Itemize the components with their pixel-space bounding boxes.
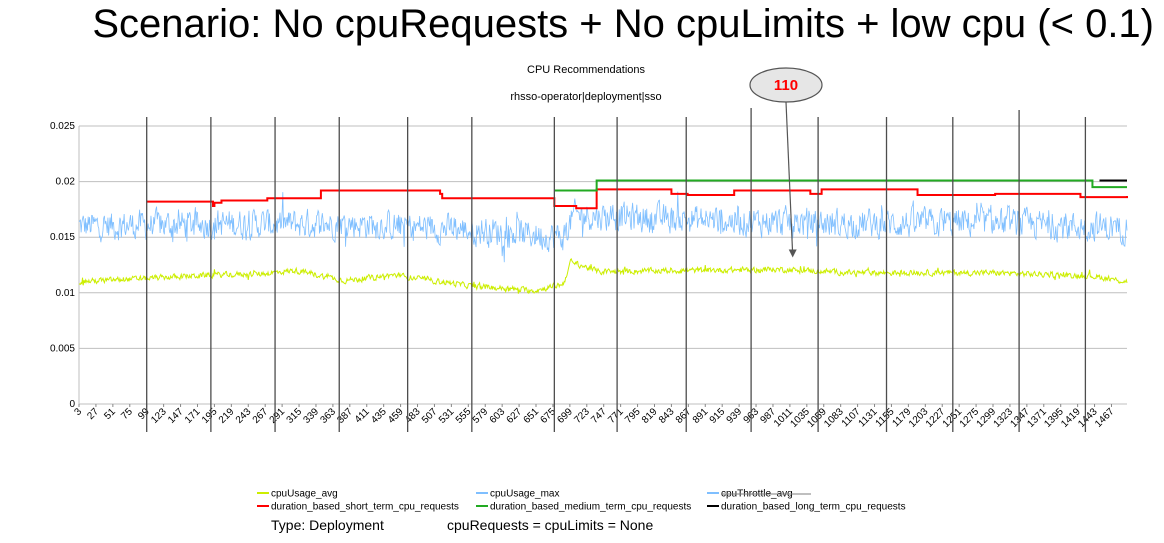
x-tick-label: 339 (302, 406, 322, 426)
slide-headline: Scenario: No cpuRequests + No cpuLimits … (92, 2, 1154, 46)
chart-legend: cpuUsage_avg cpuUsage_max cpuThrottle_avgd… (257, 489, 906, 513)
x-tick-label: 435 (369, 406, 389, 426)
x-tick-label: 219 (217, 406, 237, 426)
x-tick-label: 579 (471, 406, 491, 426)
x-tick-label: 675 (538, 406, 558, 426)
x-tick-label: 939 (725, 406, 745, 426)
x-tick-label: 795 (623, 406, 643, 426)
callout-annotation: 110 (749, 67, 823, 258)
x-tick-label: 747 (589, 406, 609, 426)
x-tick-label: 699 (555, 406, 575, 426)
x-tick-label: 867 (674, 406, 694, 426)
series-line-cpuUsage_avg (78, 257, 1128, 295)
legend-label-cpuUsage_avg: cpuUsage_avg (271, 489, 338, 500)
callout-bubble (749, 67, 823, 103)
x-tick-label: 1467 (1093, 406, 1117, 430)
x-tick-label: 243 (234, 406, 254, 426)
legend-label-cpuUsage_max: cpuUsage_max (490, 489, 559, 500)
x-tick-label: 627 (505, 406, 525, 426)
series-line-cpuUsage_max (78, 191, 1128, 263)
y-axis-ticks: 0 0.005 0.01 0.015 0.02 0.025 (50, 121, 75, 410)
x-tick-label: 171 (183, 406, 203, 426)
x-tick-label: 3 (72, 406, 84, 418)
x-tick-label: 555 (454, 406, 474, 426)
x-tick-label: 363 (318, 406, 338, 426)
x-tick-label: 483 (403, 406, 423, 426)
x-tick-label: 291 (268, 406, 288, 426)
y-tick-label: 0.015 (50, 232, 75, 243)
x-tick-label: 723 (572, 406, 592, 426)
series-line-duration_based_short_term_cpu_requests (146, 188, 1128, 210)
x-tick-label: 147 (166, 406, 186, 426)
x-tick-label: 603 (488, 406, 508, 426)
x-tick-label: 75 (119, 406, 135, 422)
y-tick-label: 0 (69, 399, 75, 410)
footer-cpu-config-label: cpuRequests = cpuLimits = None (447, 517, 654, 533)
callout-arrowhead (788, 249, 797, 258)
legend-label-duration_based_long_term_cpu_requests: duration_based_long_term_cpu_requests (721, 502, 906, 513)
x-tick-label: 651 (522, 406, 542, 426)
y-tick-label: 0.025 (50, 121, 75, 132)
x-tick-label: 315 (285, 406, 305, 426)
legend-label-duration_based_short_term_cpu_requests: duration_based_short_term_cpu_requests (271, 502, 459, 513)
x-tick-label: 195 (200, 406, 220, 426)
chart-title: CPU Recommendations (527, 64, 645, 76)
x-tick-label: 459 (386, 406, 406, 426)
x-tick-label: 267 (251, 406, 271, 426)
y-tick-label: 0.01 (56, 288, 76, 299)
x-tick-label: 915 (708, 406, 728, 426)
callout-pointer (785, 101, 794, 256)
x-tick-label: 771 (606, 406, 626, 426)
day-boundary-lines (146, 108, 1087, 432)
x-tick-label: 531 (437, 406, 457, 426)
x-tick-label: 411 (353, 406, 372, 425)
legend-label-duration_based_medium_term_cpu_requests: duration_based_medium_term_cpu_requests (490, 502, 691, 513)
footer-type-label: Type: Deployment (271, 517, 384, 533)
x-tick-label: 27 (85, 406, 101, 422)
x-tick-label: 123 (149, 406, 169, 426)
x-tick-label: 891 (691, 406, 711, 426)
chart-subtitle: rhsso-operator|deployment|sso (510, 91, 661, 103)
x-tick-label: 843 (657, 406, 677, 426)
y-tick-label: 0.02 (56, 177, 76, 188)
grid-lines (78, 125, 1127, 405)
x-tick-label: 507 (420, 406, 440, 426)
x-axis-ticks: 3 27 51 75 991231471711952192432672913153393… (72, 404, 1117, 430)
x-tick-label: 819 (640, 406, 660, 426)
y-tick-label: 0.005 (50, 343, 75, 354)
x-tick-label: 51 (102, 406, 118, 422)
x-tick-label: 387 (335, 406, 355, 426)
callout-label: 110 (774, 77, 798, 94)
